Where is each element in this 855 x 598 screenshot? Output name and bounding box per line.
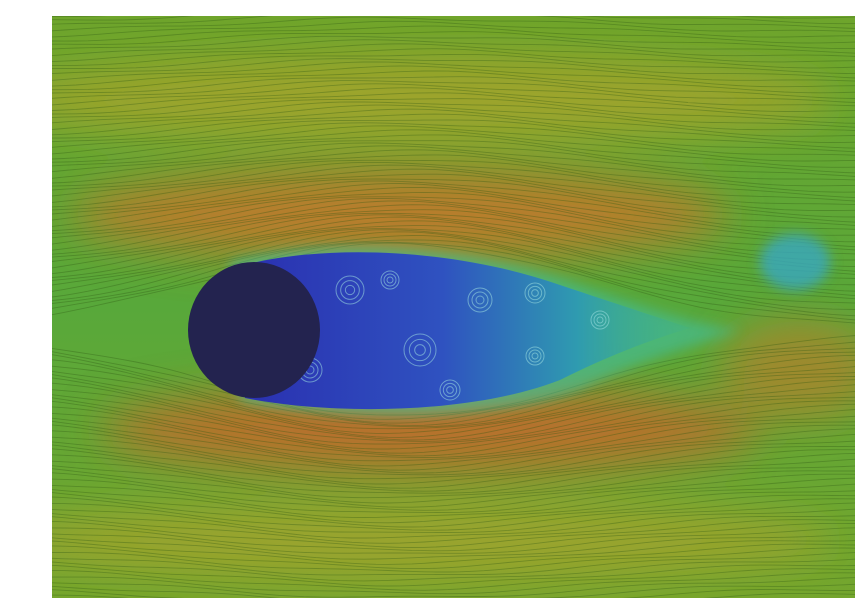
streamline: [52, 3, 855, 18]
glow: [760, 234, 830, 290]
cylinder: [188, 262, 320, 398]
flow-visualization: [0, 0, 855, 598]
page: (() => { const data = JSON.parse(documen…: [0, 0, 855, 598]
panel: [0, 3, 855, 598]
